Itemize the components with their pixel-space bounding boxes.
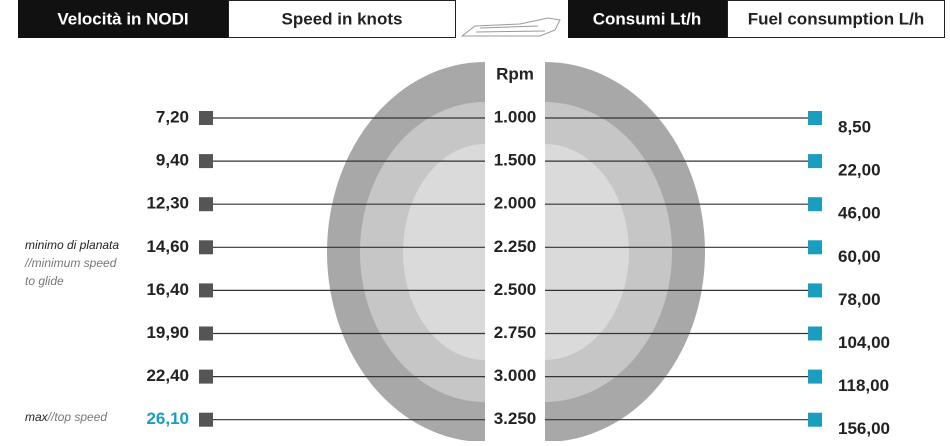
boat-icon [462,18,560,36]
fuel-value: 22,00 [838,161,881,180]
header-label: Velocità in NODI [57,9,188,28]
fuel-marker [808,154,822,168]
header-label: Consumi Lt/h [593,9,702,28]
speed-value: 26,10 [146,409,189,428]
rpm-value: 1.000 [494,107,537,126]
speed-marker [199,283,213,297]
fuel-marker [808,111,822,125]
speed-marker [199,327,213,341]
speed-value: 7,20 [156,107,189,126]
fuel-value: 78,00 [838,290,881,309]
fuel-marker [808,197,822,211]
rows: 7,20 1.000 8,50 9,40 1.500 22,00 12,30 2.000 46,… [146,107,890,438]
fuel-value: 60,00 [838,247,881,266]
note: to glide [25,274,64,288]
fuel-value: 156,00 [838,419,890,438]
note: //minimum speed [24,256,117,270]
speed-value: 16,40 [146,280,189,299]
rpm-value: 3.250 [494,409,537,428]
rpm-header: Rpm [496,64,534,83]
speed-value: 12,30 [146,194,189,213]
fuel-marker [808,240,822,254]
note: max [25,410,49,424]
fuel-value: 118,00 [838,376,889,395]
rpm-value: 2.000 [494,194,537,213]
speed-marker [199,111,213,125]
speed-marker [199,197,213,211]
rpm-value: 2.250 [494,237,537,256]
rpm-value: 2.750 [494,323,537,342]
top-note: max//top speed [25,410,107,424]
note: minimo di planata [25,238,119,252]
rpm-value: 2.500 [494,280,537,299]
infographic: Velocità in NODI Speed in knots Consumi … [0,0,950,441]
speed-marker [199,154,213,168]
speed-value: 14,60 [146,237,189,256]
rpm-value: 1.500 [494,151,537,170]
header-label: Speed in knots [282,9,403,28]
fuel-value: 8,50 [838,117,871,136]
fuel-marker [808,413,822,427]
fuel-marker [808,283,822,297]
speed-marker [199,240,213,254]
speed-value: 9,40 [156,151,189,170]
speed-value: 19,90 [146,323,189,342]
glide-note: minimo di planata //minimum speed to gli… [24,238,119,288]
header-label: Fuel consumption L/h [748,9,925,28]
speed-marker [199,370,213,384]
fuel-value: 46,00 [838,204,881,223]
speed-marker [199,413,213,427]
fuel-marker [808,327,822,341]
rpm-value: 3.000 [494,366,537,385]
speed-value: 22,40 [146,366,189,385]
fuel-marker [808,370,822,384]
fuel-value: 104,00 [838,333,890,352]
note: //top speed [47,410,108,424]
